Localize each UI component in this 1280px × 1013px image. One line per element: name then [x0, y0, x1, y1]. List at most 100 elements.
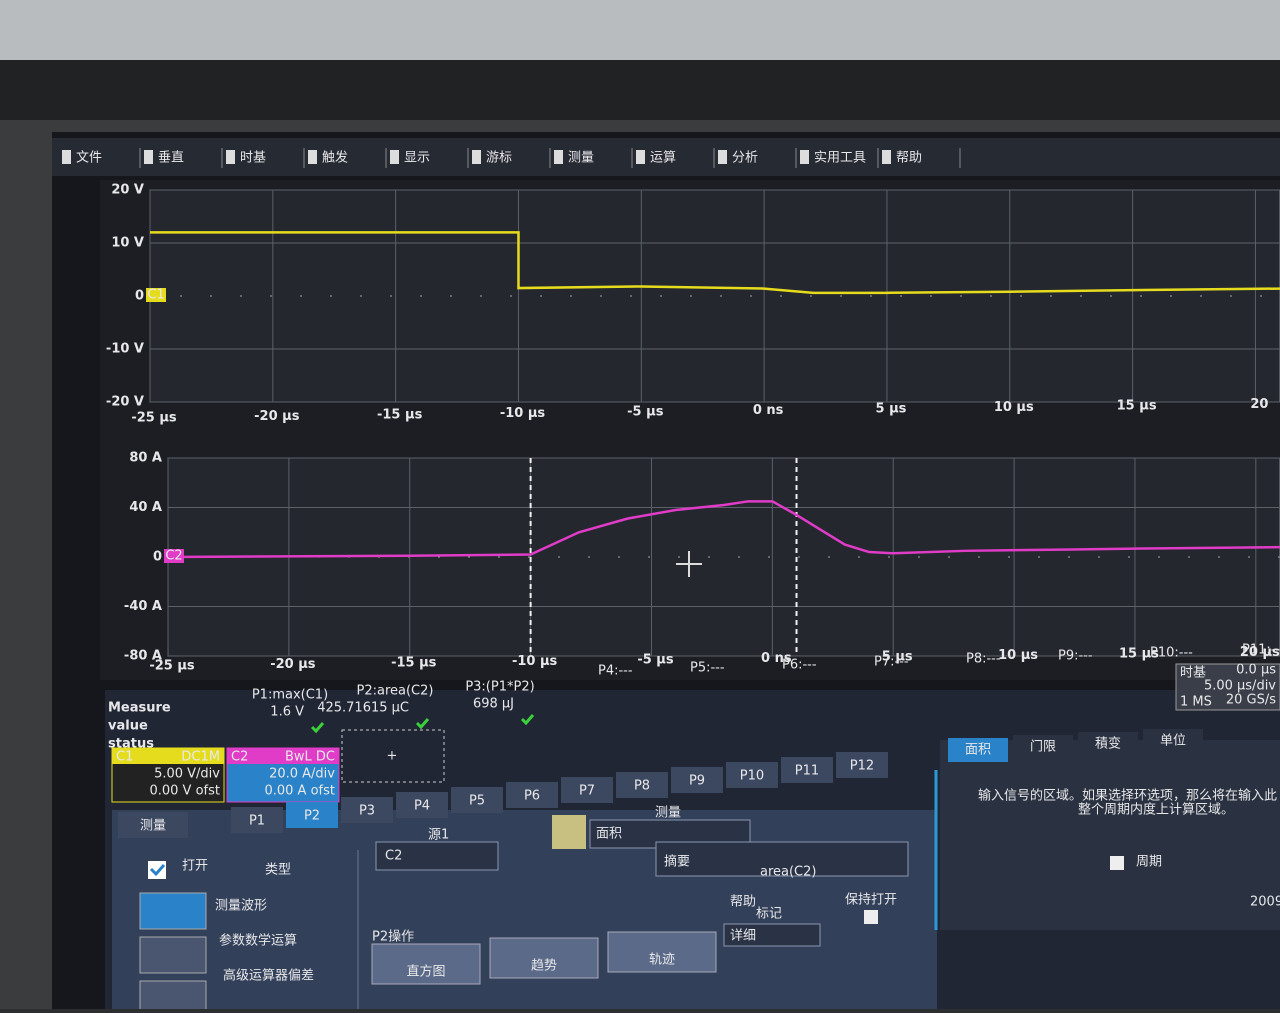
crosshair — [676, 551, 702, 577]
help-text: 整个周期内度上计算区域。 — [1078, 802, 1234, 818]
menu-item[interactable]: 帮助 — [896, 151, 922, 166]
channel-marker-label: C2 — [165, 549, 182, 564]
tab[interactable] — [451, 787, 503, 813]
y-tick-label: -40 A — [124, 599, 162, 614]
channel-head — [112, 748, 224, 764]
menu-item[interactable]: 分析 — [732, 151, 758, 166]
channel-head — [227, 748, 339, 764]
x-tick-label: -25 µs — [131, 411, 177, 426]
tab[interactable] — [726, 762, 778, 788]
menu-icon — [718, 150, 727, 164]
background-wall — [0, 0, 1280, 60]
keep-open-box — [864, 910, 878, 924]
menu-item[interactable]: 触发 — [322, 150, 348, 166]
param-empty: P11:--- — [1242, 643, 1280, 658]
param-value: 698 µJ — [473, 697, 514, 712]
y-tick-label: 40 A — [129, 500, 162, 515]
op-button[interactable] — [371, 943, 481, 985]
y-tick-label: 10 V — [111, 236, 144, 251]
tab[interactable] — [561, 777, 613, 803]
add-box[interactable] — [341, 729, 445, 783]
op-button[interactable] — [489, 937, 599, 979]
param-empty: P9:--- — [1058, 649, 1093, 664]
tab-label: P11 — [795, 764, 819, 779]
help-tab[interactable] — [1078, 732, 1138, 756]
x-tick-label: -15 µs — [377, 408, 423, 423]
y-tick-label: 0 — [135, 289, 144, 304]
trace — [167, 500, 1280, 559]
menu-item[interactable]: 测量 — [568, 151, 594, 166]
menu-item[interactable]: 文件 — [76, 151, 102, 166]
source-value: C2 — [385, 849, 402, 864]
op-label: 直方图 — [406, 964, 445, 980]
menu-icon — [308, 150, 317, 164]
menu-icon — [62, 150, 71, 164]
channel-marker-label: C1 — [147, 288, 164, 303]
tab[interactable] — [506, 782, 558, 808]
source-field[interactable] — [375, 841, 499, 871]
tab[interactable] — [286, 802, 338, 828]
help-tab[interactable] — [948, 738, 1008, 762]
help-check — [1110, 856, 1124, 870]
y-tick-label: -20 V — [106, 395, 144, 410]
menu-item[interactable]: 游标 — [486, 151, 512, 166]
help-label: 帮助 — [730, 895, 756, 910]
menu-item[interactable]: 实用工具 — [814, 151, 866, 166]
tab-label: P5 — [469, 794, 485, 809]
tab-label: P8 — [634, 779, 650, 794]
menu-item[interactable]: 运算 — [650, 151, 676, 166]
plot-area — [149, 189, 1280, 403]
summary-field — [655, 841, 909, 877]
measure-value: 面积 — [596, 827, 622, 842]
mode-label: 参数数学运算 — [219, 933, 297, 949]
on-label: 打开 — [182, 859, 208, 874]
tab[interactable] — [231, 807, 283, 833]
menu-item[interactable]: 显示 — [404, 151, 430, 166]
help-tab-label: 门限 — [1030, 740, 1056, 755]
tab[interactable] — [671, 767, 723, 793]
param-value: 1.6 V — [270, 705, 304, 720]
timebase-delay: 0.0 µs — [1236, 663, 1276, 678]
tab[interactable] — [616, 772, 668, 798]
x-tick-label: -20 µs — [254, 409, 300, 424]
timebase-name: 时基 — [1180, 666, 1206, 681]
x-tick-label: 5 µs — [876, 402, 907, 417]
tab[interactable] — [836, 752, 888, 778]
measure-label: value — [108, 719, 148, 734]
help-tab[interactable] — [1013, 735, 1073, 759]
help-panel — [940, 740, 1280, 930]
menu-icon — [226, 150, 235, 164]
x-tick-label: 0 ns — [753, 403, 784, 418]
menu-item[interactable]: 垂直 — [158, 151, 184, 166]
tab[interactable] — [396, 792, 448, 818]
menu-bar — [52, 138, 1280, 176]
menu-icon — [472, 150, 481, 164]
status-check — [520, 714, 535, 726]
detail-field[interactable] — [723, 923, 821, 947]
ops-label: P2操作 — [372, 929, 414, 945]
tab[interactable] — [118, 812, 188, 838]
x-tick-label: 10 µs — [994, 400, 1034, 415]
marker-label: 标记 — [756, 907, 782, 922]
x-tick-label: -5 µs — [637, 653, 674, 668]
y-tick-label: -10 V — [106, 342, 144, 357]
tab-label: P4 — [414, 799, 430, 814]
x-tick-label: 15 µs — [1117, 399, 1157, 414]
mode-label: 测量波形 — [215, 899, 267, 914]
mode-icon[interactable] — [139, 980, 207, 1013]
tab-label: 测量 — [140, 819, 166, 834]
channel-scale: 20.0 A/div — [269, 767, 335, 782]
measure-icon — [552, 815, 586, 849]
timebase-rate: 20 GS/s — [1226, 693, 1276, 708]
mode-icon[interactable] — [139, 936, 207, 974]
mode-icon[interactable] — [139, 892, 207, 930]
x-tick-label: -20 µs — [270, 657, 316, 672]
tab[interactable] — [781, 757, 833, 783]
menu-item[interactable]: 时基 — [240, 151, 266, 166]
op-button[interactable] — [607, 931, 717, 973]
tab[interactable] — [341, 797, 393, 823]
check — [149, 864, 166, 877]
help-tab[interactable] — [1143, 729, 1203, 753]
x-tick-label: -10 µs — [512, 654, 558, 669]
type-label: 类型 — [265, 863, 291, 878]
